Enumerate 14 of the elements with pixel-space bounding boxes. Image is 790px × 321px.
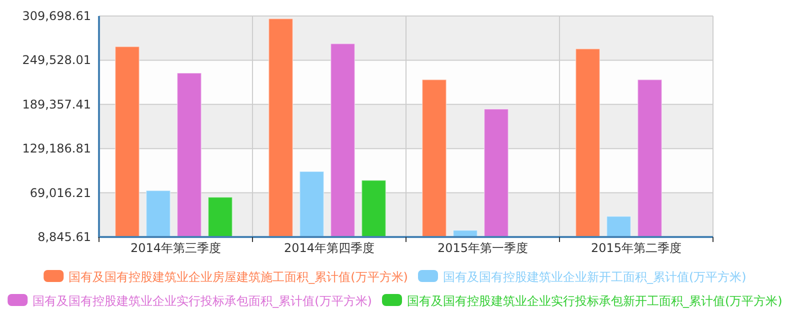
legend-label: 国有及国有控股建筑业企业房屋建筑施工面积_累计值(万平方米) bbox=[68, 270, 408, 284]
legend-label: 国有及国有控股建筑业企业实行投标承包新开工面积_累计值(万平方米) bbox=[407, 294, 782, 308]
y-tick-label: 8,845.61 bbox=[38, 230, 91, 244]
x-tick-label: 2014年第四季度 bbox=[284, 241, 375, 255]
legend-label: 国有及国有控股建筑业企业新开工面积_累计值(万平方米) bbox=[443, 270, 746, 284]
y-tick-label: 189,357.41 bbox=[22, 97, 91, 112]
x-tick-label: 2014年第三季度 bbox=[130, 241, 222, 255]
y-tick-label: 129,186.81 bbox=[22, 142, 91, 156]
legend-label: 国有及国有控股建筑业企业实行投标承包面积_累计值(万平方米) bbox=[32, 294, 372, 308]
y-tick-label: 249,528.01 bbox=[22, 53, 91, 68]
x-tick-label: 2015年第二季度 bbox=[590, 241, 682, 255]
x-tick-label: 2015年第一季度 bbox=[437, 241, 528, 255]
y-tick-label: 309,698.61 bbox=[22, 9, 91, 23]
y-tick-label: 69,016.21 bbox=[30, 186, 91, 200]
